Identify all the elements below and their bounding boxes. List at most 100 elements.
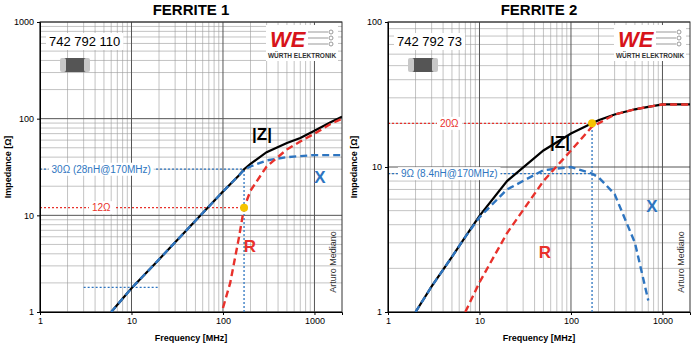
tick: 100	[19, 114, 40, 124]
background	[0, 0, 700, 351]
tick-label: 10	[24, 211, 34, 221]
grid-line-minor	[214, 22, 215, 312]
y-axis: 1 10 100 1000	[14, 17, 41, 317]
logo-decoration	[329, 42, 333, 46]
grid-line-minor	[286, 22, 287, 312]
y-axis-title: Impedance [Ω]	[3, 136, 13, 199]
grid-line-minor	[278, 22, 279, 312]
grid-line	[222, 22, 223, 312]
grid-line-minor	[388, 268, 690, 269]
tick-label: 1	[386, 316, 391, 326]
credit: Arturo Mediano	[676, 231, 686, 293]
grid-line-minor	[175, 22, 176, 312]
series-line	[416, 104, 690, 312]
component-icon	[60, 58, 90, 72]
annotation-background	[437, 117, 462, 130]
panel: FERRITE 220Ω9Ω (8.4nH@170MHz)|Z|XR742 79…	[349, 1, 691, 343]
tick-mark	[37, 22, 40, 23]
icon-end	[432, 58, 438, 72]
grid-line-minor	[208, 22, 209, 312]
grid-line-minor	[300, 22, 301, 312]
tick-label: 1	[377, 307, 382, 317]
part-number-background	[394, 33, 465, 50]
grid-line-minor	[40, 72, 342, 73]
chart-svg: FERRITE 130Ω (28nH@170MHz)12Ω|Z|XR742 79…	[0, 0, 700, 351]
tick-label: 1000	[305, 316, 325, 326]
tick: 100	[367, 17, 388, 27]
series-label: |Z|	[252, 125, 272, 144]
series-label: X	[314, 168, 326, 187]
series-label: |Z|	[550, 133, 570, 152]
part-number: 742 792 110	[46, 33, 123, 50]
logo-decoration	[677, 42, 681, 46]
logo-decoration	[329, 36, 333, 40]
grid-line	[40, 118, 342, 119]
tick-mark	[385, 22, 388, 23]
plot-frame	[388, 22, 690, 312]
logo-brand: WÜRTH ELEKTRONIK	[268, 51, 337, 59]
annotation-label: 9Ω (8.4nH@170MHz)	[401, 168, 498, 179]
series-label: R	[539, 243, 551, 262]
grid-line-minor	[388, 224, 690, 225]
tick-label: 1	[29, 307, 34, 317]
grid-line-minor	[388, 181, 690, 182]
logo-decoration	[308, 44, 328, 45]
grid-line-minor	[40, 253, 342, 254]
grid-line-minor	[388, 123, 690, 124]
tick: 10	[127, 312, 137, 326]
tick: 100	[216, 312, 231, 326]
grid-line-minor	[159, 22, 160, 312]
y-axis-title: Impedance [Ω]	[349, 136, 359, 199]
grid-line-minor	[40, 133, 342, 134]
grid-line	[314, 22, 315, 312]
logo-brand: WÜRTH ELEKTRONIK	[616, 51, 685, 59]
highlight-point	[588, 119, 596, 127]
grid-line-minor	[388, 199, 690, 200]
component-icon	[408, 58, 438, 72]
panel: FERRITE 130Ω (28nH@170MHz)12Ω|Z|XR742 79…	[3, 1, 343, 343]
logo-decoration	[656, 44, 676, 45]
tick-mark	[37, 312, 40, 313]
grid-line-minor	[40, 236, 342, 237]
icon-end	[84, 58, 90, 72]
tick-label: 1000	[14, 17, 34, 27]
series-label: X	[646, 197, 658, 216]
tick-mark	[662, 312, 663, 315]
tick: 10	[475, 312, 485, 326]
logo-background	[614, 25, 686, 61]
part-number: 742 792 73	[394, 33, 465, 50]
grid-line-minor	[388, 79, 690, 80]
grid-line-minor	[40, 128, 342, 129]
grid-line-minor	[40, 265, 342, 266]
series-line	[416, 167, 649, 312]
logo-decoration	[308, 32, 328, 33]
axis-line	[41, 313, 343, 316]
tick-label: 10	[127, 316, 137, 326]
tick-label: 100	[367, 17, 382, 27]
tick: 10	[372, 162, 388, 172]
axis-line	[389, 313, 691, 316]
grid-line-minor	[40, 89, 342, 90]
grid-line-minor	[40, 282, 342, 283]
series-line	[465, 104, 690, 312]
tick-mark	[385, 312, 388, 313]
reference-hline	[40, 207, 244, 208]
logo-background	[266, 25, 338, 61]
annotation-label: 12Ω	[92, 202, 111, 213]
grid-line	[40, 215, 342, 216]
tick: 1	[377, 307, 388, 317]
tick-mark	[314, 312, 315, 315]
tick-label: 10	[372, 162, 382, 172]
annotation: 12Ω	[89, 201, 114, 214]
part-number-background	[46, 33, 123, 50]
plot-frame	[40, 22, 342, 312]
tick-label: 100	[19, 114, 34, 124]
logo-decoration	[656, 32, 676, 33]
logo-mark: WE	[270, 27, 307, 52]
grid-line-minor	[388, 97, 690, 98]
x-axis-title: Frequency [MHz]	[503, 333, 576, 343]
tick-mark	[223, 312, 224, 315]
x-axis: 1101001000	[38, 312, 343, 326]
part-number-label: 742 792 110	[49, 34, 120, 49]
tick: 1000	[653, 312, 673, 326]
